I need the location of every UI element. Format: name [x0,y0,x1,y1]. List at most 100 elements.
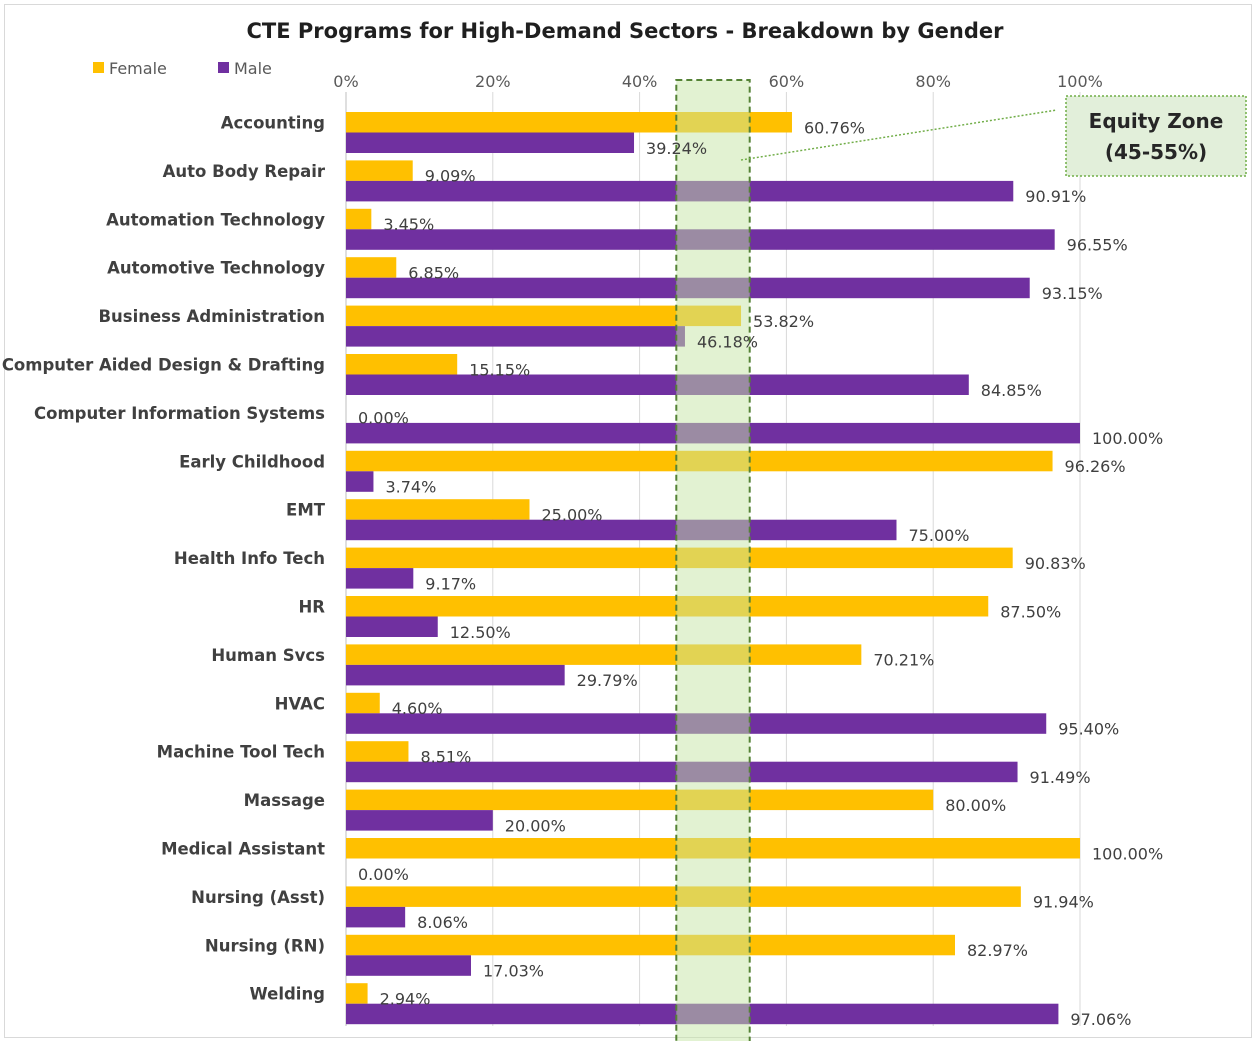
data-label-female: 90.83% [1025,554,1086,573]
data-label-female: 96.26% [1065,457,1126,476]
data-label-female: 4.60% [392,699,443,718]
category-label: Nursing (Asst) [191,888,325,907]
data-label-male: 91.49% [1030,768,1091,787]
x-tick-label: 20% [475,72,511,91]
data-label-male: 95.40% [1058,720,1119,739]
x-tick-label: 80% [915,72,951,91]
data-label-female: 91.94% [1033,893,1094,912]
bar-male [346,664,565,686]
category-label: Human Svcs [211,646,325,665]
category-labels: Accounting Auto Body Repair Automation Tec… [2,114,326,1004]
x-tick-label: 40% [622,72,658,91]
bar-female [346,596,989,617]
bar-male [346,132,635,153]
data-label-female: 70.21% [873,651,934,670]
bar-male [346,471,374,492]
data-label-male: 12.50% [450,623,511,642]
category-label: Automation Technology [106,210,325,229]
legend: Female Male [93,59,272,78]
callout-label-line1: Equity Zone [1089,109,1224,133]
data-label-female: 87.50% [1000,602,1061,621]
data-label-female: 0.00% [358,409,409,428]
bar-female [346,208,372,230]
bar-female [346,934,955,956]
legend-label-male: Male [234,59,272,78]
data-label-female: 6.85% [408,263,459,282]
bar-female [346,789,934,811]
category-label: HR [298,598,325,617]
bar-female [346,160,413,181]
x-tick-label: 0% [333,72,358,91]
category-label: Welding [250,985,325,1004]
category-label: Computer Aided Design & Drafting [2,356,325,375]
bar-female [346,644,862,665]
bar-female [346,305,742,327]
data-label-male: 96.55% [1067,236,1128,255]
category-label: Business Administration [98,307,325,326]
bar-male [346,374,969,395]
bar-female [346,983,368,1004]
callout-box [1065,95,1247,177]
bar-female [346,499,530,520]
data-label-male: 75.00% [909,526,970,545]
data-label-female: 25.00% [542,505,603,524]
data-label-male: 20.00% [505,816,566,835]
legend-swatch-female [93,62,104,73]
data-label-female: 15.15% [469,360,530,379]
data-label-male: 9.17% [425,574,476,593]
callout-label-line2: (45-55%) [1105,140,1207,164]
data-labels: 60.76% 39.24% 9.09% 90.91% 3.45% 96.55% 6.85% 9… [358,118,1163,1029]
data-label-male: 39.24% [646,139,707,158]
legend-label-female: Female [109,59,167,78]
data-label-female: 60.76% [804,118,865,137]
bar-male [346,955,472,976]
data-label-female: 2.94% [380,989,431,1008]
data-label-male: 84.85% [981,381,1042,400]
chart-title: CTE Programs for High-Demand Sectors - B… [247,19,1005,43]
x-axis-ticks: 0% 20% 40% 60% 80% 100% [333,72,1103,91]
category-label: Automotive Technology [107,259,325,278]
data-label-female: 8.51% [420,747,471,766]
data-label-male: 100.00% [1092,429,1163,448]
data-label-male: 97.06% [1070,1010,1131,1029]
category-label: Machine Tool Tech [157,743,325,762]
bar-female [346,741,409,762]
data-label-female: 80.00% [945,796,1006,815]
category-label: HVAC [275,694,325,713]
category-label: Computer Information Systems [34,404,325,423]
bar-female [346,692,380,714]
data-label-female: 82.97% [967,941,1028,960]
bar-male [346,616,438,637]
data-label-male: 46.18% [697,332,758,351]
data-label-male: 3.74% [385,478,436,497]
equity-zone-callout: Equity Zone (45-55%) [740,95,1247,177]
equity-zone-rect [675,79,751,1041]
legend-swatch-male [218,62,229,73]
bar-male [346,810,493,831]
callout-leader-line [740,109,1058,161]
data-label-female: 100.00% [1092,844,1163,863]
category-label: Auto Body Repair [163,162,326,181]
x-tick-label: 60% [769,72,805,91]
data-label-male: 8.06% [417,913,468,932]
bar-male [346,568,414,589]
bar-female [346,354,458,375]
bar-male [346,906,406,928]
data-label-female: 9.09% [425,167,476,186]
category-label: Massage [244,791,325,810]
data-label-male: 17.03% [483,962,544,981]
category-label: Early Childhood [179,452,325,471]
category-label: Nursing (RN) [205,936,325,955]
data-label-female: 53.82% [753,312,814,331]
category-label: Health Info Tech [174,549,325,568]
category-label: EMT [286,501,326,520]
equity-zone-band [675,79,751,1041]
bar-male [346,326,685,347]
data-label-male: 90.91% [1025,187,1086,206]
bar-female [346,257,397,278]
category-label: Medical Assistant [161,840,325,859]
bar-male [346,519,897,541]
x-tick-label: 100% [1057,72,1103,91]
data-label-male: 29.79% [577,671,638,690]
